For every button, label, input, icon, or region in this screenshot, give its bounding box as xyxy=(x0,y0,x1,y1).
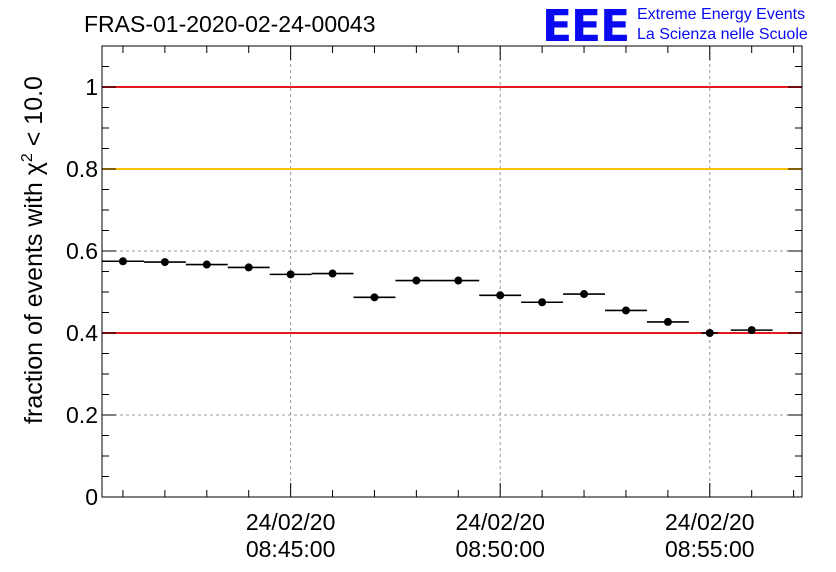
eee-logo: EEE Extreme Energy Events La Scienza nel… xyxy=(542,1,808,52)
data-point xyxy=(604,306,647,315)
marker xyxy=(118,257,127,266)
x-tick-label-date: 24/02/20 xyxy=(665,509,755,535)
data-point xyxy=(479,291,522,300)
logo-mark: EEE xyxy=(542,1,629,52)
data-point xyxy=(353,293,396,302)
data-point xyxy=(646,317,689,326)
data-point xyxy=(395,276,438,285)
logo-line-2: La Scienza nelle Scuole xyxy=(637,26,808,43)
marker xyxy=(160,258,169,267)
y-tick-labels: 0 0.2 0.4 0.6 0.8 1 xyxy=(66,74,98,510)
logo-line-1: Extreme Energy Events xyxy=(637,6,805,23)
x-tick-label-time: 08:45:00 xyxy=(246,536,336,562)
chart-title: FRAS-01-2020-02-24-00043 xyxy=(84,11,376,37)
data-point xyxy=(269,270,312,279)
plot-frame xyxy=(101,45,803,498)
marker xyxy=(454,276,463,285)
x-tick-label-date: 24/02/20 xyxy=(246,509,336,535)
marker xyxy=(580,290,589,299)
x-tick-label-time: 08:50:00 xyxy=(455,536,545,562)
y-tick-label: 0.6 xyxy=(66,238,98,264)
y-tick-label: 0.8 xyxy=(66,156,98,182)
data-point xyxy=(521,298,564,307)
marker xyxy=(705,329,714,337)
marker xyxy=(328,269,337,278)
data-point xyxy=(563,290,605,299)
marker xyxy=(370,293,379,302)
y-tick-label: 0 xyxy=(85,484,98,510)
marker xyxy=(538,298,547,307)
grid xyxy=(102,46,802,497)
marker xyxy=(663,317,672,326)
marker xyxy=(286,270,295,279)
marker xyxy=(244,263,253,272)
data-point xyxy=(227,263,270,272)
data-points xyxy=(102,257,773,337)
y-axis-label: fraction of events with χ2 < 10.0 xyxy=(19,76,48,424)
y-tick-label: 1 xyxy=(85,74,98,100)
axis-ticks xyxy=(102,46,802,498)
data-point xyxy=(437,276,480,285)
y-tick-label: 0.2 xyxy=(66,402,98,428)
data-point xyxy=(701,329,719,337)
x-tick-label-date: 24/02/20 xyxy=(455,509,545,535)
x-tick-label-time: 08:55:00 xyxy=(665,536,755,562)
marker xyxy=(747,326,756,335)
data-point xyxy=(311,269,354,278)
data-point xyxy=(102,257,144,266)
data-point xyxy=(185,260,228,269)
marker xyxy=(496,291,505,300)
data-point xyxy=(143,258,186,267)
reference-lines xyxy=(102,86,802,334)
x-tick-labels: 24/02/2008:45:0024/02/2008:50:0024/02/20… xyxy=(246,509,755,562)
marker xyxy=(202,260,211,269)
marker xyxy=(621,306,630,315)
data-point xyxy=(730,326,773,335)
marker xyxy=(412,276,421,285)
y-tick-label: 0.4 xyxy=(66,320,98,346)
